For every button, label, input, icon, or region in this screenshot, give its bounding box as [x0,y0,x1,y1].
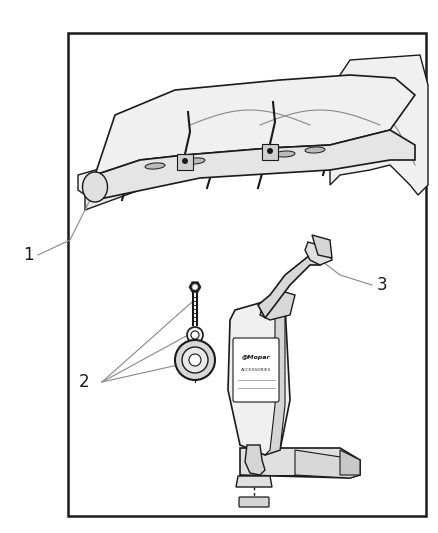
Text: ACCESSORIES: ACCESSORIES [241,368,271,372]
Polygon shape [245,445,265,475]
Circle shape [267,148,273,154]
Text: 1: 1 [23,246,33,264]
Polygon shape [189,282,201,292]
Polygon shape [236,476,272,487]
Bar [262,144,278,160]
Polygon shape [295,450,360,478]
Bar [177,154,193,170]
Circle shape [182,158,188,164]
Circle shape [192,284,198,290]
Polygon shape [78,140,250,195]
Text: @Mopar: @Mopar [242,356,270,360]
Polygon shape [340,450,360,475]
Circle shape [182,347,208,373]
Ellipse shape [305,147,325,153]
Circle shape [175,340,215,380]
Text: 2: 2 [79,373,89,391]
Polygon shape [258,255,320,318]
Polygon shape [312,235,332,258]
Ellipse shape [185,158,205,164]
Polygon shape [85,150,420,210]
Polygon shape [265,300,285,455]
Ellipse shape [275,151,295,157]
Polygon shape [120,158,230,184]
Ellipse shape [145,163,165,169]
Polygon shape [255,145,345,167]
Polygon shape [260,292,295,320]
Polygon shape [305,242,332,265]
Polygon shape [95,75,415,175]
Polygon shape [228,300,290,455]
Polygon shape [95,130,415,200]
Text: 3: 3 [377,276,387,294]
FancyBboxPatch shape [239,497,269,507]
Polygon shape [330,55,428,195]
Ellipse shape [82,172,107,202]
FancyBboxPatch shape [233,338,279,402]
Circle shape [191,331,199,339]
Polygon shape [240,448,360,478]
Circle shape [189,354,201,366]
Bar [68,33,426,516]
Circle shape [187,327,203,343]
